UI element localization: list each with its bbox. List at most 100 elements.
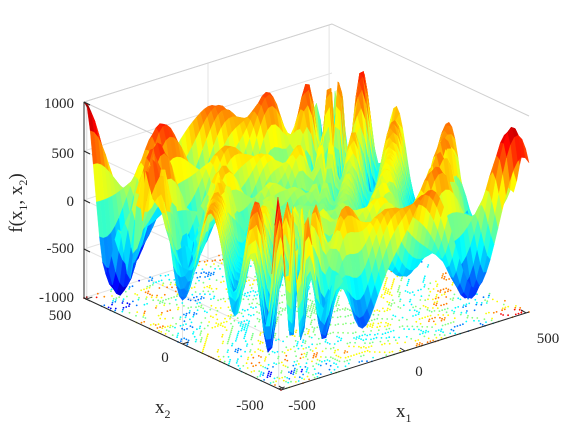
- contour-mark: [250, 362, 253, 365]
- contour-mark: [418, 311, 420, 314]
- contour-mark: [387, 290, 389, 293]
- contour-mark: [384, 332, 387, 335]
- contour-mark: [316, 358, 319, 361]
- contour-mark: [230, 329, 233, 332]
- contour-mark: [136, 294, 139, 296]
- contour-mark: [204, 293, 206, 296]
- contour-mark: [164, 317, 167, 320]
- contour-mark: [283, 293, 286, 296]
- contour-mark: [316, 326, 319, 329]
- contour-mark: [447, 288, 450, 291]
- contour-mark: [384, 289, 387, 292]
- contour-mark: [209, 284, 211, 287]
- contour-mark: [260, 356, 262, 358]
- contour-mark: [198, 260, 201, 263]
- contour-mark: [468, 302, 471, 305]
- contour-mark: [309, 349, 312, 351]
- contour-mark: [288, 371, 290, 373]
- contour-mark: [332, 331, 335, 334]
- contour-mark: [302, 356, 305, 359]
- contour-mark: [471, 316, 474, 319]
- contour-mark: [249, 284, 252, 286]
- contour-mark: [118, 296, 121, 299]
- contour-mark: [441, 275, 444, 277]
- contour-mark: [467, 314, 469, 317]
- contour-mark: [381, 333, 384, 335]
- contour-mark: [189, 299, 192, 302]
- contour-mark: [485, 321, 487, 323]
- contour-mark: [283, 352, 286, 354]
- contour-mark: [132, 300, 134, 303]
- contour-mark: [281, 301, 284, 304]
- contour-mark: [304, 333, 306, 336]
- contour-mark: [309, 323, 312, 326]
- contour-mark: [275, 380, 277, 383]
- contour-mark: [319, 373, 322, 375]
- contour-mark: [307, 307, 309, 309]
- contour-mark: [258, 361, 261, 364]
- contour-mark: [202, 307, 205, 310]
- contour-mark: [280, 370, 283, 372]
- contour-mark: [244, 292, 247, 295]
- contour-mark: [196, 276, 199, 279]
- contour-mark: [419, 322, 422, 325]
- contour-mark: [181, 327, 184, 330]
- contour-mark: [398, 326, 401, 328]
- contour-mark: [371, 341, 374, 344]
- contour-mark: [319, 364, 322, 367]
- contour-mark: [242, 365, 245, 367]
- contour-mark: [256, 376, 259, 378]
- contour-mark: [168, 330, 170, 333]
- contour-mark: [480, 302, 483, 304]
- contour-mark: [344, 307, 347, 309]
- contour-mark: [446, 307, 449, 310]
- contour-mark: [431, 317, 434, 320]
- contour-mark: [302, 339, 305, 342]
- contour-mark: [336, 359, 339, 362]
- contour-mark: [244, 350, 247, 353]
- contour-mark: [311, 310, 313, 313]
- contour-mark: [362, 354, 365, 357]
- contour-mark: [304, 366, 307, 368]
- contour-mark: [308, 309, 311, 312]
- contour-mark: [451, 299, 454, 301]
- contour-mark: [341, 308, 344, 310]
- contour-mark: [355, 353, 358, 356]
- contour-mark: [110, 290, 112, 293]
- contour-mark: [399, 300, 401, 303]
- contour-mark: [317, 363, 320, 366]
- contour-mark: [434, 297, 437, 300]
- contour-mark: [447, 322, 449, 325]
- contour-mark: [170, 281, 172, 284]
- contour-mark: [258, 370, 261, 373]
- contour-mark: [338, 360, 341, 363]
- contour-mark: [465, 305, 467, 308]
- contour-mark: [432, 320, 435, 323]
- contour-mark: [311, 350, 314, 352]
- contour-mark: [337, 297, 340, 300]
- contour-mark: [200, 321, 203, 324]
- contour-mark: [136, 311, 139, 313]
- contour-mark: [167, 297, 170, 300]
- contour-mark: [237, 322, 240, 324]
- contour-mark: [160, 296, 163, 299]
- contour-mark: [412, 306, 414, 309]
- contour-mark: [249, 350, 251, 353]
- contour-mark: [163, 304, 166, 307]
- contour-mark: [306, 375, 309, 378]
- contour-mark: [447, 290, 449, 293]
- contour-mark: [237, 330, 240, 333]
- contour-mark: [420, 288, 422, 291]
- contour-mark: [397, 288, 400, 291]
- contour-mark: [388, 301, 391, 304]
- contour-mark: [427, 337, 430, 340]
- contour-mark: [324, 356, 327, 358]
- contour-mark: [387, 340, 389, 342]
- contour-mark: [313, 327, 316, 329]
- contour-mark: [437, 314, 440, 316]
- contour-mark: [168, 278, 171, 281]
- contour-mark: [349, 309, 351, 312]
- contour-mark: [293, 335, 296, 337]
- contour-mark: [336, 335, 338, 338]
- contour-mark: [157, 299, 160, 302]
